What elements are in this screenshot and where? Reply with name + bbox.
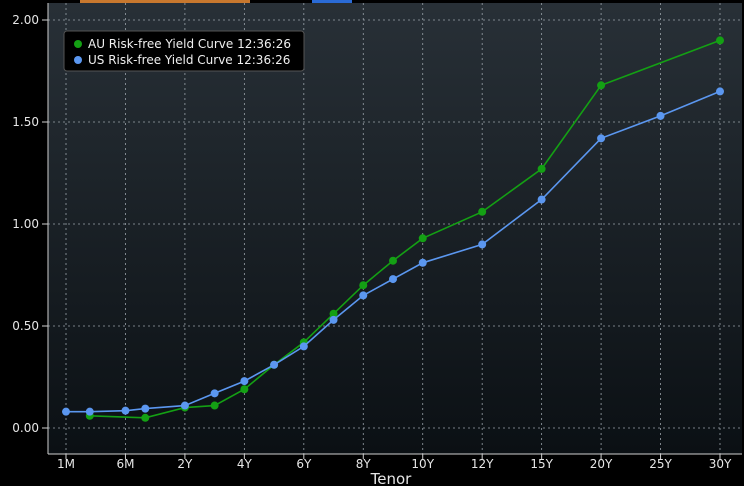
x-tick-label: 20Y [590,457,613,471]
y-axis: 0.00 0.50 1.00 1.50 2.00 [12,3,49,454]
legend-entry: AU Risk-free Yield Curve 12:36:26 [88,37,291,51]
x-tick-label: 15Y [530,457,553,471]
data-point [418,234,427,243]
data-point [270,360,279,369]
data-point [85,407,94,416]
data-point [597,134,606,143]
legend-marker [74,56,82,64]
data-point [180,401,189,410]
data-point [141,413,150,422]
y-tick-label: 1.50 [12,115,39,129]
x-tick-label: 6M [116,457,134,471]
tab-indicator-blue [312,0,352,3]
x-tick-label: 6Y [296,457,312,471]
x-tick-label: 10Y [411,457,434,471]
x-tick-label: 4Y [237,457,253,471]
x-tick-label: 12Y [471,457,494,471]
data-point [716,87,724,96]
data-point [210,401,219,410]
y-tick-label: 0.00 [12,421,39,435]
data-point [299,342,308,351]
data-point [389,256,397,265]
data-point [418,258,427,267]
x-tick-label: 2Y [177,457,193,471]
x-tick-label: 1M [57,457,75,471]
legend-entry: US Risk-free Yield Curve 12:36:26 [88,53,290,67]
legend: AU Risk-free Yield Curve 12:36:26 US Risk… [63,30,305,72]
x-tick-label: 25Y [649,457,672,471]
tab-indicator-orange [80,0,250,3]
data-point [597,81,606,90]
y-tick-label: 1.00 [12,217,39,231]
legend-marker [74,40,82,48]
data-point [359,281,368,290]
data-point [359,291,368,300]
data-point [121,406,130,415]
data-point [478,240,487,249]
x-tick-label: 8Y [356,457,372,471]
plot-area [48,3,742,454]
data-point [62,407,70,416]
data-point [240,385,249,394]
series-us [62,87,724,416]
data-point [478,207,487,216]
data-point [656,111,665,120]
data-point [389,275,397,284]
series-group [62,36,724,422]
gridlines [48,3,742,454]
x-tick-label: 30Y [709,457,732,471]
data-point [240,377,249,386]
x-axis-label: Tenor [370,470,413,486]
data-point [716,36,724,45]
y-tick-label: 2.00 [12,13,39,27]
data-point [329,315,338,324]
data-point [537,164,546,173]
data-point [141,404,150,413]
data-point [210,389,219,398]
x-axis: 1M 6M 2Y 4Y 6Y 8Y 10Y 12Y 15Y 20Y 25Y 30Y [48,453,742,471]
data-point [329,309,338,318]
data-point [537,195,546,204]
y-tick-label: 0.50 [12,319,39,333]
legend-box [63,30,305,72]
